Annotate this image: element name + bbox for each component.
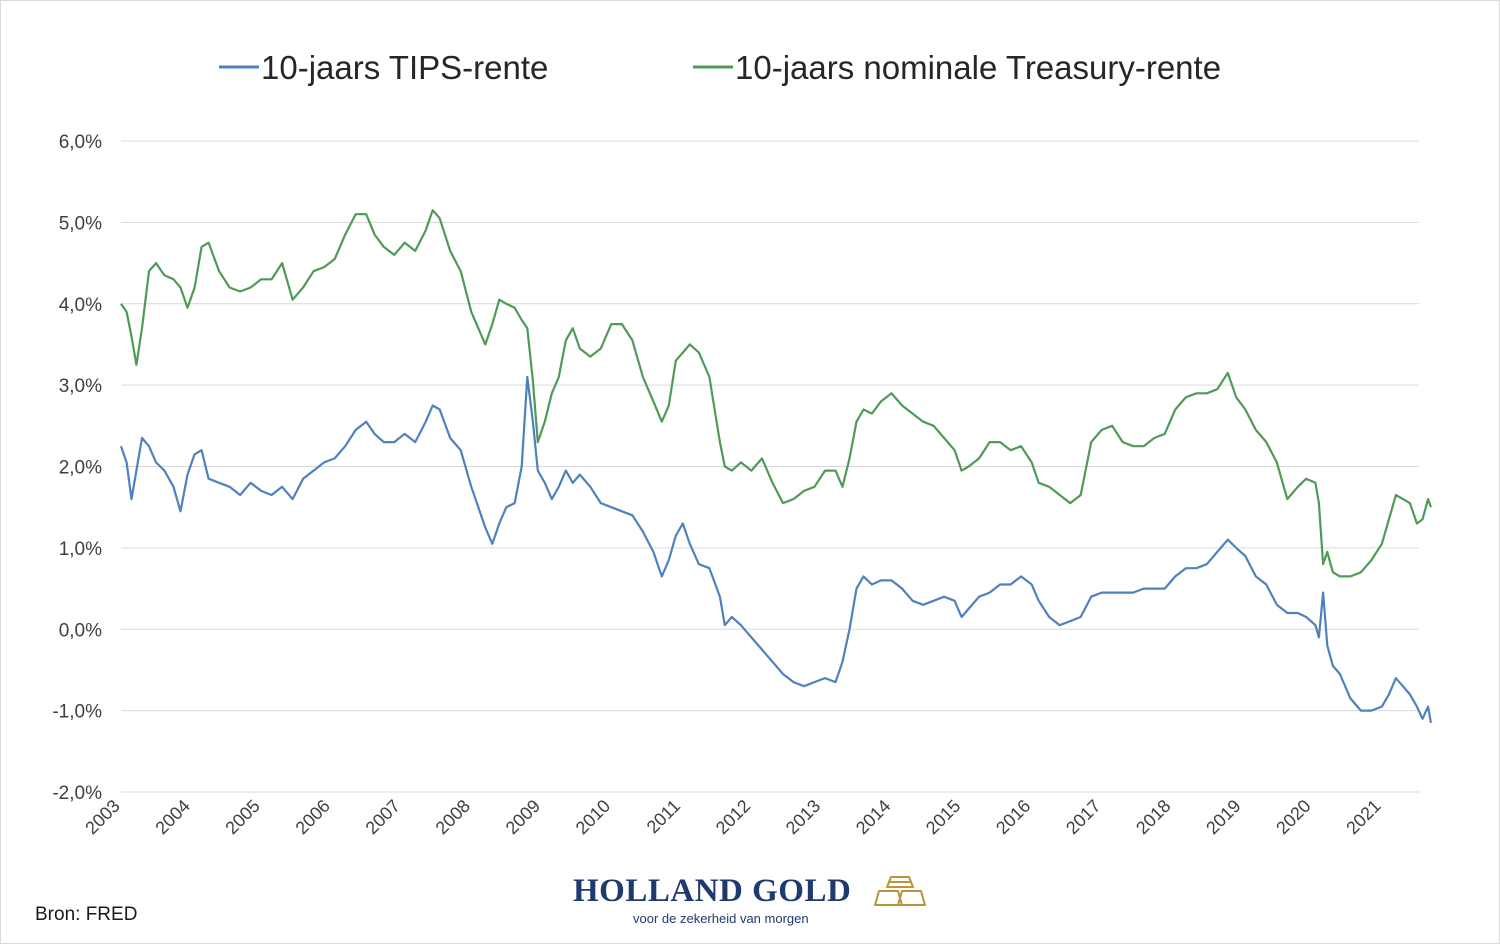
x-tick-label: 2004 — [151, 796, 193, 838]
y-tick-label: 2,0% — [59, 458, 102, 479]
legend-label-2: 10-jaars nominale Treasury-rente — [735, 49, 1221, 86]
x-tick-label: 2010 — [572, 796, 614, 838]
y-tick-label: 3,0% — [59, 376, 102, 397]
y-tick-label: 5,0% — [59, 213, 102, 234]
x-tick-label: 2013 — [782, 796, 824, 838]
x-tick-label: 2015 — [922, 796, 964, 838]
y-tick-label: 0,0% — [59, 620, 102, 641]
y-tick-label: 1,0% — [59, 539, 102, 560]
y-tick-label: -2,0% — [52, 783, 102, 804]
x-tick-label: 2007 — [362, 796, 404, 838]
x-tick-label: 2011 — [643, 796, 685, 838]
x-tick-label: 2017 — [1062, 796, 1104, 838]
x-tick-label: 2014 — [852, 796, 894, 838]
series-line-1 — [119, 375, 1432, 723]
brand-tagline: voor de zekerheid van morgen — [633, 911, 809, 926]
source-label: Bron: FRED — [35, 904, 138, 925]
series-line-2 — [120, 209, 1432, 578]
x-tick-label: 2005 — [221, 796, 263, 838]
x-tick-label: 2009 — [502, 796, 544, 838]
brand-block: HOLLAND GOLD voor de zekerheid van morge… — [573, 873, 933, 933]
y-tick-label: -1,0% — [52, 702, 102, 723]
x-tick-label: 2016 — [992, 796, 1034, 838]
legend-label-1: 10-jaars TIPS-rente — [261, 49, 548, 86]
y-tick-label: 4,0% — [59, 295, 102, 316]
y-tick-label: 6,0% — [59, 132, 102, 153]
brand-name: HOLLAND GOLD — [573, 873, 852, 909]
x-tick-label: 2018 — [1132, 796, 1174, 838]
x-tick-label: 2006 — [292, 796, 334, 838]
x-tick-label: 2012 — [712, 796, 754, 838]
x-tick-label: 2008 — [432, 796, 474, 838]
gold-bars-icon — [874, 876, 926, 906]
x-tick-label: 2020 — [1272, 796, 1314, 838]
x-tick-label: 2019 — [1202, 796, 1244, 838]
x-tick-label: 2021 — [1342, 796, 1384, 838]
